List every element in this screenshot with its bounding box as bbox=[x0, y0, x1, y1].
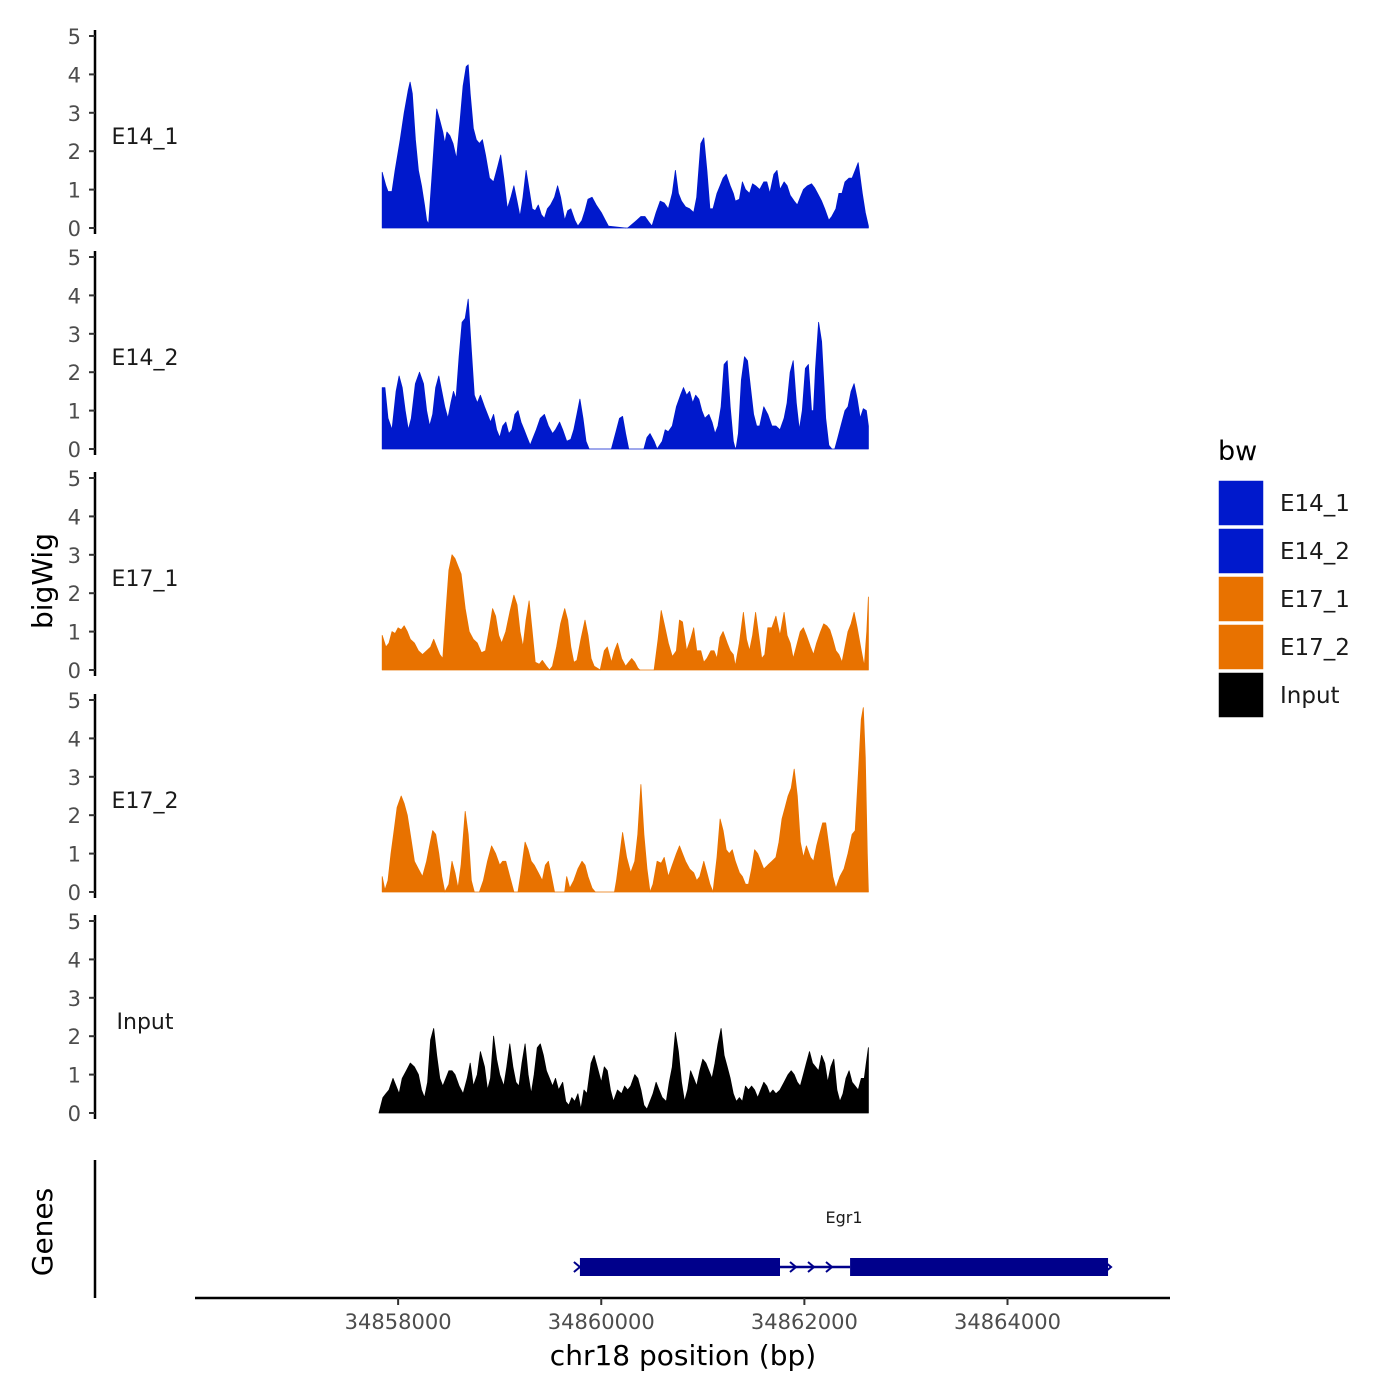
x-tick-label: 34864000 bbox=[954, 1310, 1061, 1334]
y-tick-label: 1 bbox=[68, 179, 81, 203]
gene-panel: Egr1 bbox=[93, 1160, 1113, 1298]
track-input: 0 1 2 3 4 5 Input bbox=[68, 910, 869, 1126]
legend-swatch bbox=[1217, 527, 1265, 575]
coverage-area bbox=[627, 137, 869, 229]
legend-label: Input bbox=[1280, 683, 1340, 709]
y-tick-label: 0 bbox=[68, 881, 81, 905]
track-e14-1: 0 1 2 3 4 5 E14_1 bbox=[68, 25, 869, 241]
gene-exon bbox=[579, 1258, 780, 1276]
coverage-area bbox=[712, 707, 869, 893]
y-tick-label: 2 bbox=[68, 1025, 81, 1049]
legend-label: E17_1 bbox=[1280, 587, 1350, 613]
x-tick-label: 34860000 bbox=[548, 1310, 655, 1334]
coverage-area bbox=[599, 642, 641, 671]
y-tick-label: 1 bbox=[68, 400, 81, 424]
y-tick-label: 2 bbox=[68, 582, 81, 606]
y-tick-label: 3 bbox=[68, 766, 81, 790]
track-label: E14_1 bbox=[112, 125, 179, 150]
track-e17-2: 0 1 2 3 4 5 E17_2 bbox=[68, 689, 869, 905]
track-e17-1: 0 1 2 3 4 5 E17_1 bbox=[68, 467, 869, 683]
legend-label: E14_1 bbox=[1280, 491, 1350, 517]
x-tick-label: 34862000 bbox=[751, 1310, 858, 1334]
y-tick-label: 4 bbox=[68, 284, 81, 308]
y-tick-label: 5 bbox=[68, 689, 81, 713]
gene-label: Egr1 bbox=[825, 1208, 862, 1227]
strand-chevron bbox=[573, 1261, 582, 1273]
legend-label: E14_2 bbox=[1280, 539, 1350, 565]
coverage-area bbox=[381, 64, 626, 229]
strand-chevron bbox=[1104, 1261, 1113, 1273]
coverage-area bbox=[549, 608, 601, 671]
y-axis-title: bigWig bbox=[26, 533, 59, 629]
coverage-area bbox=[381, 554, 550, 671]
y-tick-label: 3 bbox=[68, 102, 81, 126]
track-label: E17_1 bbox=[112, 567, 179, 592]
legend-item: E14_2 bbox=[1217, 527, 1350, 575]
legend-item: E17_1 bbox=[1217, 575, 1350, 623]
gene-exon bbox=[850, 1258, 1109, 1276]
coverage-area bbox=[378, 1028, 869, 1114]
coverage-area bbox=[614, 784, 651, 893]
legend-title: bw bbox=[1218, 436, 1257, 467]
y-tick-label: 1 bbox=[68, 1064, 81, 1088]
y-tick-label: 4 bbox=[68, 948, 81, 972]
y-tick-label: 0 bbox=[68, 659, 81, 683]
gene-panel-title: Genes bbox=[26, 1188, 59, 1276]
coverage-area bbox=[653, 596, 869, 671]
x-tick-label: 34858000 bbox=[345, 1310, 452, 1334]
coverage-area bbox=[444, 811, 475, 893]
y-tick-label: 2 bbox=[68, 361, 81, 385]
coverage-area bbox=[649, 845, 714, 893]
legend-swatch bbox=[1217, 671, 1265, 719]
x-axis-title: chr18 position (bp) bbox=[550, 1339, 816, 1372]
legend-swatch bbox=[1217, 623, 1265, 671]
y-tick-label: 2 bbox=[68, 140, 81, 164]
coverage-area bbox=[611, 416, 630, 450]
y-tick-label: 5 bbox=[68, 467, 81, 491]
strand-chevron bbox=[825, 1261, 834, 1273]
track-e14-2: 0 1 2 3 4 5 E14_2 bbox=[68, 246, 869, 462]
y-tick-label: 4 bbox=[68, 727, 81, 751]
coverage-area bbox=[734, 321, 833, 450]
y-tick-label: 3 bbox=[68, 323, 81, 347]
y-tick-label: 2 bbox=[68, 804, 81, 828]
track-label: Input bbox=[117, 1010, 174, 1035]
strand-chevron bbox=[807, 1261, 816, 1273]
y-tick-label: 4 bbox=[68, 63, 81, 87]
y-tick-label: 0 bbox=[68, 438, 81, 462]
coverage-area bbox=[479, 845, 515, 893]
y-tick-label: 1 bbox=[68, 621, 81, 645]
coverage-area bbox=[834, 383, 869, 450]
coverage-area bbox=[656, 360, 736, 450]
legend-item: E14_1 bbox=[1217, 479, 1350, 527]
coverage-area bbox=[643, 433, 658, 450]
legend-swatch bbox=[1217, 479, 1265, 527]
y-tick-label: 5 bbox=[68, 25, 81, 49]
legend-item: Input bbox=[1217, 671, 1340, 719]
coverage-area bbox=[381, 298, 590, 450]
strand-chevron bbox=[789, 1261, 798, 1273]
coverage-area bbox=[564, 860, 596, 893]
track-panels: 0 1 2 3 4 5 E14_1 0 1 2 3 4 5 E14_2 0 1 2 3 4 5 E17_1 0 1 2 3 4 5 E… bbox=[68, 25, 869, 1126]
track-label: E14_2 bbox=[112, 346, 179, 371]
y-tick-label: 0 bbox=[68, 1102, 81, 1126]
y-tick-label: 5 bbox=[68, 910, 81, 934]
y-tick-label: 3 bbox=[68, 544, 81, 568]
y-tick-label: 0 bbox=[68, 217, 81, 241]
y-tick-label: 1 bbox=[68, 843, 81, 867]
y-tick-label: 3 bbox=[68, 987, 81, 1011]
track-label: E17_2 bbox=[112, 789, 179, 814]
coverage-area bbox=[517, 841, 555, 893]
legend-swatch bbox=[1217, 575, 1265, 623]
x-axis: 34858000 34860000 34862000 34864000 bbox=[195, 1296, 1170, 1334]
coverage-area bbox=[381, 795, 446, 893]
y-tick-label: 4 bbox=[68, 505, 81, 529]
legend: bw E14_1 E14_2 E17_1 E17_2 Input bbox=[1217, 436, 1350, 719]
y-tick-label: 5 bbox=[68, 246, 81, 270]
legend-label: E17_2 bbox=[1280, 635, 1350, 661]
legend-item: E17_2 bbox=[1217, 623, 1350, 671]
